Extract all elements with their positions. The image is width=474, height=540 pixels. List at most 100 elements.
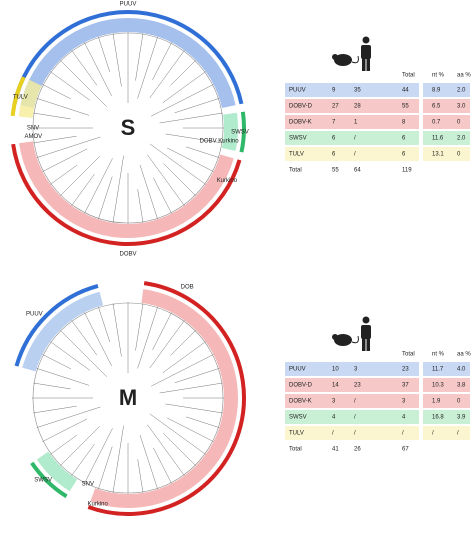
row-label: DOBV-K — [289, 399, 312, 405]
table-header: Total — [402, 352, 415, 358]
table-cell: 14 — [332, 383, 339, 389]
row-background — [285, 147, 419, 161]
tree-branch — [42, 148, 88, 172]
clade-label: SWSV — [231, 129, 249, 135]
row-background — [285, 115, 419, 129]
clade-bar — [30, 461, 68, 499]
table-cell: 3.9 — [457, 415, 466, 421]
tree-branch — [165, 403, 223, 414]
tree-branch — [147, 424, 185, 476]
tree-branch — [59, 156, 100, 197]
row-background — [423, 362, 470, 376]
tree-center — [117, 387, 139, 409]
clade-label: PUUV — [26, 311, 43, 317]
tree-branch — [50, 434, 78, 455]
clade-band — [221, 112, 238, 151]
table-cell: / — [402, 431, 404, 437]
table-cell: / — [354, 136, 356, 142]
tree-branch — [42, 354, 72, 370]
clade-bar — [11, 143, 242, 246]
tree-branch — [59, 426, 100, 467]
table-cell: 10 — [332, 367, 339, 373]
row-background — [423, 99, 470, 113]
table-cell: 23 — [354, 383, 361, 389]
row-background — [423, 394, 470, 408]
row-label: SWSV — [289, 415, 307, 421]
table-cell: 26 — [354, 447, 361, 453]
table-cell: 10.3 — [432, 383, 444, 389]
row-background — [285, 410, 419, 424]
tree-branch — [50, 341, 91, 371]
row-label: Total — [289, 447, 302, 453]
tree-branch — [174, 98, 220, 114]
table-cell: 3.8 — [457, 383, 466, 389]
tree-branch — [185, 416, 220, 428]
table-cell: 6.5 — [432, 104, 441, 110]
row-label: TULV — [289, 152, 304, 158]
table-cell: 28 — [354, 104, 361, 110]
table-cell: 6 — [402, 152, 406, 158]
table-cell: 11.6 — [432, 136, 444, 142]
table-cell: 4 — [402, 415, 406, 421]
table-header: Total — [402, 73, 415, 79]
clade-band — [36, 451, 78, 492]
tree-branch — [112, 303, 122, 357]
table-header: aa % — [457, 73, 471, 79]
rodent-icon — [332, 334, 359, 346]
tree-branch — [152, 42, 172, 80]
row-label: Total — [289, 168, 302, 174]
clade-label: SNV — [82, 482, 94, 488]
row-background — [423, 83, 470, 97]
rodent-icon — [332, 54, 359, 66]
table-header: aa % — [457, 352, 471, 358]
table-cell: 41 — [332, 447, 339, 453]
tree-branch — [42, 84, 72, 100]
tree-branch — [50, 164, 78, 185]
tree-branch — [149, 413, 206, 455]
tree-branch — [185, 146, 220, 158]
tree-branch — [112, 425, 124, 493]
tree-branch — [33, 405, 77, 414]
table-cell: 44 — [402, 88, 409, 94]
table-cell: 3 — [402, 399, 406, 405]
table-cell: 2.0 — [457, 136, 466, 142]
clade-label: SNV — [27, 126, 39, 132]
clade-bar — [14, 284, 99, 367]
row-label: PUUV — [289, 88, 306, 94]
table-cell: 6 — [402, 136, 406, 142]
tree-branch — [33, 112, 71, 120]
row-label: SWSV — [289, 136, 307, 142]
tree-branch — [98, 446, 113, 490]
table-cell: 3 — [354, 367, 358, 373]
tree-branch — [71, 443, 95, 476]
tree-branch — [149, 320, 185, 369]
tree-branch — [98, 176, 113, 220]
human-icon — [361, 36, 371, 71]
row-background — [423, 378, 470, 392]
table-cell: 1.9 — [432, 399, 441, 405]
table-cell: 3.0 — [457, 104, 466, 110]
clade-label: Kurkino — [217, 178, 238, 184]
tree-branch — [59, 329, 107, 377]
table-cell: 37 — [402, 383, 409, 389]
tree-branch — [59, 59, 107, 107]
row-background — [423, 426, 470, 440]
tree-branch — [147, 154, 185, 206]
tree-branch — [71, 50, 98, 86]
table-header: nt % — [432, 352, 445, 358]
table-cell: 27 — [332, 104, 339, 110]
table-cell: / — [332, 431, 334, 437]
tree-branch — [137, 36, 158, 99]
tree-branch — [139, 165, 158, 220]
table-cell: / — [354, 431, 356, 437]
tree-branch — [139, 435, 158, 490]
tree-branch — [71, 173, 95, 206]
tree-branch — [33, 382, 71, 390]
tree-branch — [42, 418, 88, 442]
table-cell: 0.7 — [432, 120, 441, 126]
row-background — [423, 131, 470, 145]
tree-branch — [36, 136, 101, 158]
tree-branch — [71, 320, 98, 356]
row-background — [285, 394, 419, 408]
clade-label: AMOV — [25, 134, 43, 140]
